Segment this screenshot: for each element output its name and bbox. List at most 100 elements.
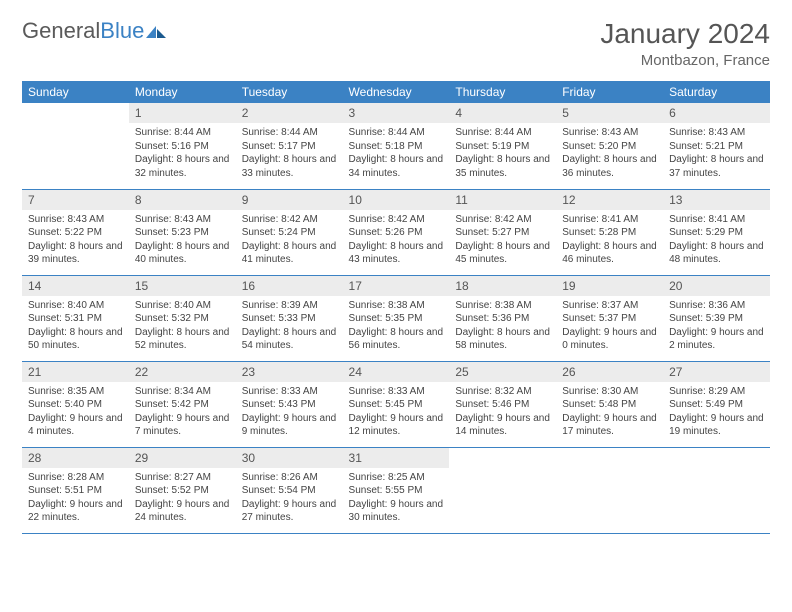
calendar-cell: 30Sunrise: 8:26 AMSunset: 5:54 PMDayligh… — [236, 447, 343, 533]
day-number: 13 — [663, 190, 770, 210]
day-details: Sunrise: 8:40 AMSunset: 5:31 PMDaylight:… — [22, 296, 129, 357]
sunset-text: Sunset: 5:23 PM — [135, 226, 230, 240]
sunset-text: Sunset: 5:20 PM — [562, 140, 657, 154]
calendar-cell: 20Sunrise: 8:36 AMSunset: 5:39 PMDayligh… — [663, 275, 770, 361]
calendar-cell: 8Sunrise: 8:43 AMSunset: 5:23 PMDaylight… — [129, 189, 236, 275]
day-number: 5 — [556, 103, 663, 123]
daylight-text: Daylight: 8 hours and 35 minutes. — [455, 153, 550, 180]
day-number: 7 — [22, 190, 129, 210]
sunset-text: Sunset: 5:40 PM — [28, 398, 123, 412]
daylight-text: Daylight: 9 hours and 17 minutes. — [562, 412, 657, 439]
day-details: Sunrise: 8:38 AMSunset: 5:35 PMDaylight:… — [343, 296, 450, 357]
sunrise-text: Sunrise: 8:27 AM — [135, 471, 230, 485]
calendar-cell: 21Sunrise: 8:35 AMSunset: 5:40 PMDayligh… — [22, 361, 129, 447]
calendar-row: 1Sunrise: 8:44 AMSunset: 5:16 PMDaylight… — [22, 103, 770, 189]
sunrise-text: Sunrise: 8:41 AM — [562, 213, 657, 227]
day-details: Sunrise: 8:43 AMSunset: 5:20 PMDaylight:… — [556, 123, 663, 184]
sunrise-text: Sunrise: 8:40 AM — [135, 299, 230, 313]
day-details: Sunrise: 8:42 AMSunset: 5:27 PMDaylight:… — [449, 210, 556, 271]
daylight-text: Daylight: 8 hours and 32 minutes. — [135, 153, 230, 180]
day-number: 11 — [449, 190, 556, 210]
sunset-text: Sunset: 5:39 PM — [669, 312, 764, 326]
sunrise-text: Sunrise: 8:44 AM — [135, 126, 230, 140]
sail-icon — [144, 24, 168, 40]
daylight-text: Daylight: 8 hours and 52 minutes. — [135, 326, 230, 353]
sunset-text: Sunset: 5:37 PM — [562, 312, 657, 326]
sunrise-text: Sunrise: 8:44 AM — [455, 126, 550, 140]
calendar-row: 14Sunrise: 8:40 AMSunset: 5:31 PMDayligh… — [22, 275, 770, 361]
day-details: Sunrise: 8:26 AMSunset: 5:54 PMDaylight:… — [236, 468, 343, 529]
day-details: Sunrise: 8:37 AMSunset: 5:37 PMDaylight:… — [556, 296, 663, 357]
day-details: Sunrise: 8:41 AMSunset: 5:29 PMDaylight:… — [663, 210, 770, 271]
day-number: 18 — [449, 276, 556, 296]
day-number: 16 — [236, 276, 343, 296]
day-details: Sunrise: 8:42 AMSunset: 5:26 PMDaylight:… — [343, 210, 450, 271]
sunset-text: Sunset: 5:55 PM — [349, 484, 444, 498]
daylight-text: Daylight: 8 hours and 46 minutes. — [562, 240, 657, 267]
sunrise-text: Sunrise: 8:42 AM — [242, 213, 337, 227]
sunrise-text: Sunrise: 8:43 AM — [28, 213, 123, 227]
daylight-text: Daylight: 8 hours and 41 minutes. — [242, 240, 337, 267]
sunset-text: Sunset: 5:18 PM — [349, 140, 444, 154]
sunrise-text: Sunrise: 8:26 AM — [242, 471, 337, 485]
sunset-text: Sunset: 5:16 PM — [135, 140, 230, 154]
day-number: 9 — [236, 190, 343, 210]
calendar-row: 28Sunrise: 8:28 AMSunset: 5:51 PMDayligh… — [22, 447, 770, 533]
calendar-cell — [449, 447, 556, 533]
sunset-text: Sunset: 5:32 PM — [135, 312, 230, 326]
calendar-cell: 16Sunrise: 8:39 AMSunset: 5:33 PMDayligh… — [236, 275, 343, 361]
sunset-text: Sunset: 5:19 PM — [455, 140, 550, 154]
daylight-text: Daylight: 9 hours and 4 minutes. — [28, 412, 123, 439]
day-number: 17 — [343, 276, 450, 296]
daylight-text: Daylight: 9 hours and 7 minutes. — [135, 412, 230, 439]
day-number: 28 — [22, 448, 129, 468]
brand-text: GeneralBlue — [22, 18, 144, 44]
sunset-text: Sunset: 5:24 PM — [242, 226, 337, 240]
daylight-text: Daylight: 8 hours and 39 minutes. — [28, 240, 123, 267]
sunrise-text: Sunrise: 8:35 AM — [28, 385, 123, 399]
day-number: 23 — [236, 362, 343, 382]
weekday-header: Saturday — [663, 81, 770, 103]
calendar-cell: 15Sunrise: 8:40 AMSunset: 5:32 PMDayligh… — [129, 275, 236, 361]
daylight-text: Daylight: 8 hours and 56 minutes. — [349, 326, 444, 353]
sunrise-text: Sunrise: 8:34 AM — [135, 385, 230, 399]
sunset-text: Sunset: 5:52 PM — [135, 484, 230, 498]
sunrise-text: Sunrise: 8:43 AM — [562, 126, 657, 140]
calendar-cell — [663, 447, 770, 533]
daylight-text: Daylight: 8 hours and 34 minutes. — [349, 153, 444, 180]
calendar-cell: 12Sunrise: 8:41 AMSunset: 5:28 PMDayligh… — [556, 189, 663, 275]
day-number: 12 — [556, 190, 663, 210]
weekday-header: Friday — [556, 81, 663, 103]
day-details: Sunrise: 8:27 AMSunset: 5:52 PMDaylight:… — [129, 468, 236, 529]
sunset-text: Sunset: 5:48 PM — [562, 398, 657, 412]
sunrise-text: Sunrise: 8:29 AM — [669, 385, 764, 399]
calendar-cell: 24Sunrise: 8:33 AMSunset: 5:45 PMDayligh… — [343, 361, 450, 447]
calendar-cell: 1Sunrise: 8:44 AMSunset: 5:16 PMDaylight… — [129, 103, 236, 189]
day-details: Sunrise: 8:28 AMSunset: 5:51 PMDaylight:… — [22, 468, 129, 529]
daylight-text: Daylight: 9 hours and 22 minutes. — [28, 498, 123, 525]
sunset-text: Sunset: 5:26 PM — [349, 226, 444, 240]
day-details: Sunrise: 8:43 AMSunset: 5:21 PMDaylight:… — [663, 123, 770, 184]
sunrise-text: Sunrise: 8:36 AM — [669, 299, 764, 313]
calendar-cell: 17Sunrise: 8:38 AMSunset: 5:35 PMDayligh… — [343, 275, 450, 361]
calendar-cell: 5Sunrise: 8:43 AMSunset: 5:20 PMDaylight… — [556, 103, 663, 189]
sunset-text: Sunset: 5:33 PM — [242, 312, 337, 326]
day-number: 24 — [343, 362, 450, 382]
sunrise-text: Sunrise: 8:30 AM — [562, 385, 657, 399]
sunrise-text: Sunrise: 8:28 AM — [28, 471, 123, 485]
weekday-header: Tuesday — [236, 81, 343, 103]
calendar-cell: 26Sunrise: 8:30 AMSunset: 5:48 PMDayligh… — [556, 361, 663, 447]
brand-part1: General — [22, 18, 100, 43]
sunset-text: Sunset: 5:46 PM — [455, 398, 550, 412]
calendar-cell: 29Sunrise: 8:27 AMSunset: 5:52 PMDayligh… — [129, 447, 236, 533]
sunrise-text: Sunrise: 8:33 AM — [349, 385, 444, 399]
calendar-cell: 2Sunrise: 8:44 AMSunset: 5:17 PMDaylight… — [236, 103, 343, 189]
sunrise-text: Sunrise: 8:43 AM — [669, 126, 764, 140]
day-details: Sunrise: 8:43 AMSunset: 5:23 PMDaylight:… — [129, 210, 236, 271]
sunset-text: Sunset: 5:42 PM — [135, 398, 230, 412]
calendar-cell: 3Sunrise: 8:44 AMSunset: 5:18 PMDaylight… — [343, 103, 450, 189]
sunrise-text: Sunrise: 8:37 AM — [562, 299, 657, 313]
daylight-text: Daylight: 8 hours and 54 minutes. — [242, 326, 337, 353]
day-number: 6 — [663, 103, 770, 123]
weekday-header-row: Sunday Monday Tuesday Wednesday Thursday… — [22, 81, 770, 103]
